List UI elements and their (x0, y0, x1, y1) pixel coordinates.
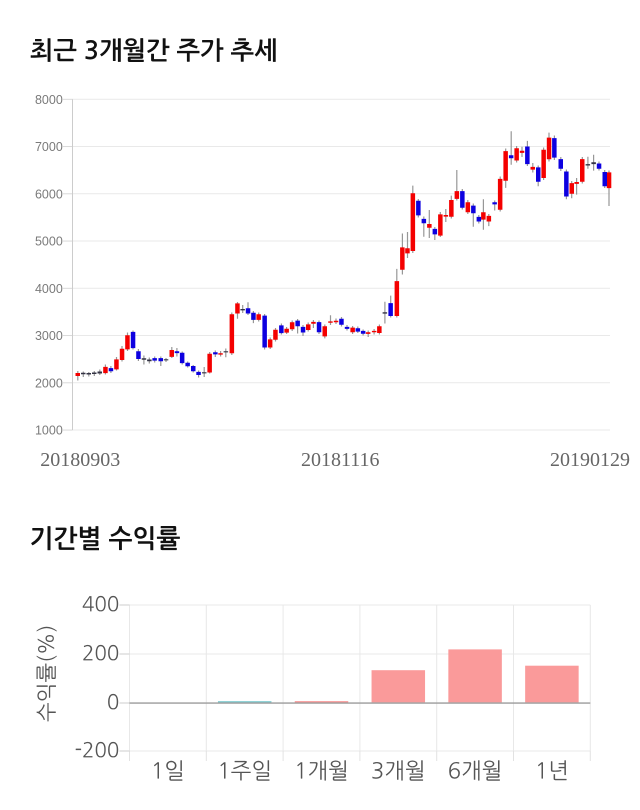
svg-text:20190129: 20190129 (550, 449, 630, 471)
svg-text:3000: 3000 (35, 329, 63, 343)
svg-text:20180903: 20180903 (40, 449, 120, 471)
svg-text:5000: 5000 (35, 235, 63, 249)
svg-text:20181116: 20181116 (301, 449, 380, 471)
svg-text:6000: 6000 (35, 187, 63, 201)
svg-text:7000: 7000 (35, 140, 63, 154)
svg-text:8000: 8000 (35, 93, 63, 107)
svg-text:1000: 1000 (35, 424, 63, 438)
svg-text:2000: 2000 (35, 376, 63, 390)
svg-text:4000: 4000 (35, 282, 63, 296)
